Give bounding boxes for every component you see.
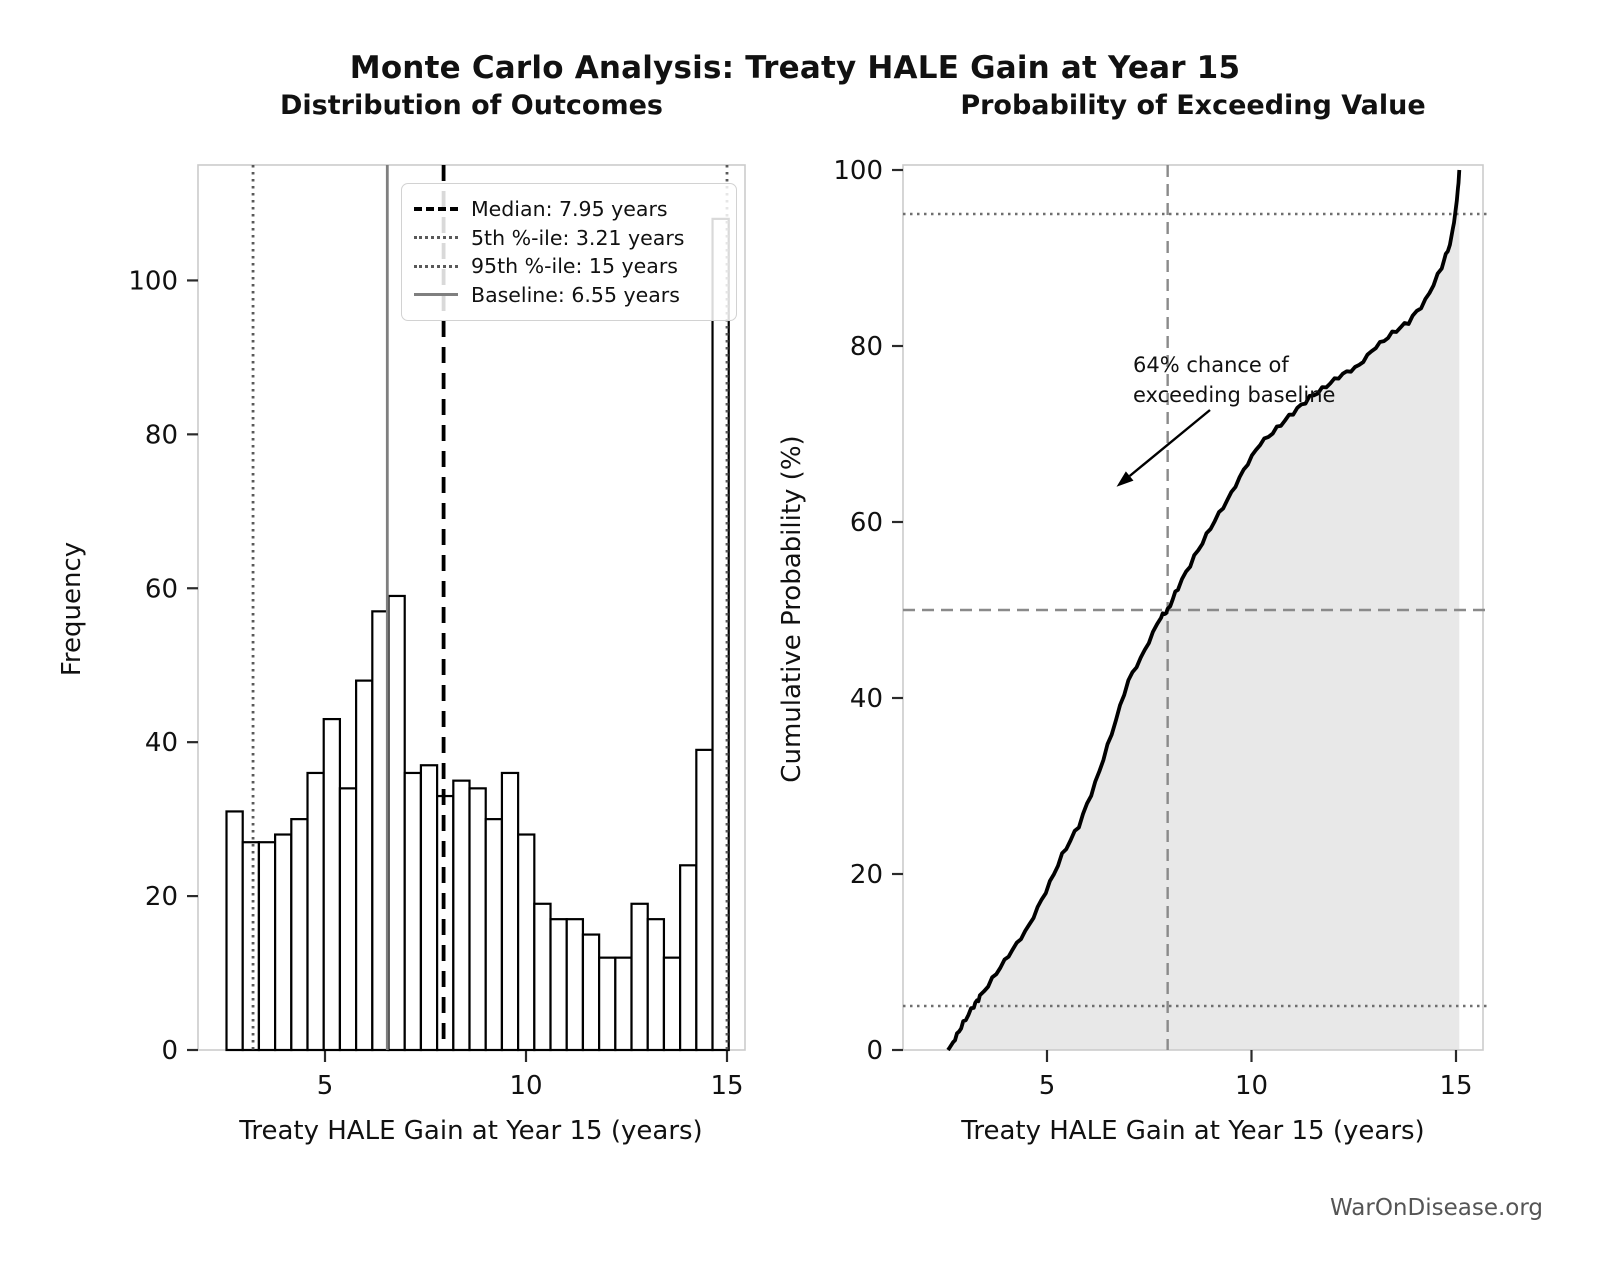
legend-row-median: Median: 7.95 years — [414, 195, 724, 224]
y-tick-label: 80 — [850, 332, 883, 362]
y-tick-label: 40 — [145, 728, 178, 758]
histogram-bar — [662, 956, 682, 1052]
y-tick-label: 60 — [145, 574, 178, 604]
legend-label-p5: 5th %-ile: 3.21 years — [471, 225, 685, 250]
y-tick-label: 40 — [850, 684, 883, 714]
page-title: Monte Carlo Analysis: Treaty HALE Gain a… — [349, 50, 1241, 86]
arrowhead-icon — [1116, 471, 1134, 487]
y-tick-label: 100 — [128, 266, 178, 296]
histogram-bar — [274, 833, 293, 1052]
legend-row-p95: 95th %-ile: 15 years — [414, 252, 724, 281]
cdf-curve — [946, 169, 1462, 1052]
histogram-bar — [338, 787, 358, 1052]
histogram-bar — [581, 933, 601, 1052]
cdf-annotation: 64% chance of exceeding baseline — [1133, 353, 1336, 407]
y-tick-label: 20 — [850, 860, 883, 890]
histogram-bar — [241, 841, 261, 1052]
cdf-plot: 5 10 15 0 20 40 60 80 100 — [833, 156, 1491, 1101]
histogram-y-axis-label: Frequency — [57, 541, 87, 677]
histogram-bar — [484, 818, 504, 1052]
histogram-bar — [306, 771, 325, 1052]
x-tick-label: 5 — [1039, 1071, 1056, 1101]
annotation-arrow — [1116, 409, 1211, 487]
legend: Median: 7.95 years 5th %-ile: 3.21 years… — [401, 183, 737, 321]
histogram-bar — [419, 764, 439, 1052]
legend-row-p5: 5th %-ile: 3.21 years — [414, 224, 724, 253]
histogram-bar — [614, 956, 633, 1052]
histogram-bar — [290, 818, 309, 1052]
histogram-bar — [387, 594, 406, 1052]
histogram-bar — [452, 779, 471, 1052]
histogram-bar — [500, 771, 520, 1052]
legend-row-baseline: Baseline: 6.55 years — [414, 281, 724, 310]
histogram-bar — [679, 864, 698, 1052]
histogram-bar — [517, 833, 536, 1052]
legend-label-median: Median: 7.95 years — [471, 197, 668, 222]
x-tick-label: 15 — [1439, 1071, 1472, 1101]
baseline-line-sample — [414, 293, 458, 297]
histogram-bar — [355, 679, 374, 1052]
histogram-bar — [257, 841, 277, 1052]
histogram-bar — [565, 918, 585, 1052]
y-tick-label: 20 — [145, 882, 178, 912]
histogram-bar — [549, 918, 568, 1052]
histogram-x-axis-label: Treaty HALE Gain at Year 15 (years) — [239, 1116, 703, 1146]
histogram-bar — [695, 748, 714, 1052]
histogram-bar — [533, 902, 552, 1052]
histogram-bar — [646, 918, 666, 1052]
x-tick-label: 5 — [317, 1071, 334, 1101]
histogram-bars — [225, 217, 730, 1052]
legend-label-p95: 95th %-ile: 15 years — [471, 254, 678, 279]
y-tick-label: 60 — [850, 508, 883, 538]
histogram-bar — [225, 810, 244, 1052]
histogram-title: Distribution of Outcomes — [280, 90, 663, 121]
y-tick-label: 0 — [866, 1036, 883, 1066]
x-tick-label: 15 — [710, 1071, 743, 1101]
x-tick-label: 10 — [1235, 1071, 1268, 1101]
histogram-bar — [468, 787, 487, 1052]
histogram-bar — [598, 956, 617, 1052]
histogram-bar — [630, 902, 649, 1052]
p5-line-sample — [414, 236, 458, 240]
cdf-y-axis-label: Cumulative Probability (%) — [777, 435, 807, 783]
legend-label-baseline: Baseline: 6.55 years — [471, 282, 680, 307]
histogram-plot: 5 10 15 0 20 40 60 80 100 — [128, 164, 746, 1101]
y-tick-label: 80 — [145, 420, 178, 450]
cdf-x-axis-label: Treaty HALE Gain at Year 15 (years) — [961, 1116, 1425, 1146]
y-tick-label: 100 — [833, 156, 883, 186]
watermark: WarOnDisease.org — [1330, 1195, 1543, 1221]
cdf-title: Probability of Exceeding Value — [960, 90, 1426, 121]
median-line-sample — [414, 207, 458, 212]
histogram-bar — [403, 771, 423, 1052]
y-tick-label: 0 — [161, 1036, 178, 1066]
histogram-bar — [322, 717, 342, 1052]
x-tick-label: 10 — [509, 1071, 542, 1101]
p95-line-sample — [414, 264, 458, 268]
